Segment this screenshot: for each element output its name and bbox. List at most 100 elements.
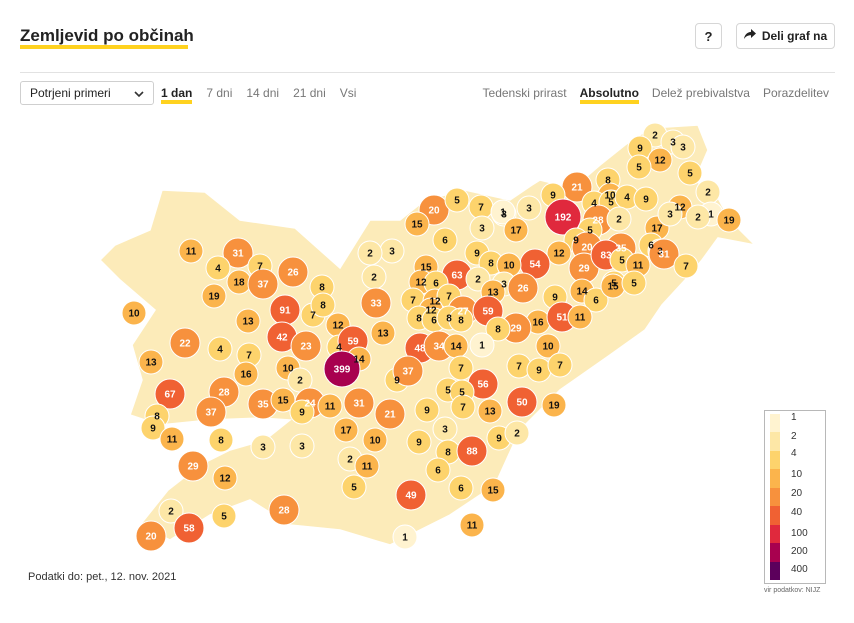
tab-all[interactable]: Vsi xyxy=(339,86,357,100)
municipality-region[interactable] xyxy=(448,307,474,333)
municipality-region[interactable] xyxy=(177,450,209,482)
municipality-region[interactable] xyxy=(121,300,147,326)
municipality-region[interactable] xyxy=(158,498,184,524)
municipality-value-label: 5 xyxy=(619,256,625,267)
municipality-region[interactable] xyxy=(392,524,418,550)
municipality-region[interactable] xyxy=(456,435,488,467)
municipality-region[interactable] xyxy=(247,268,279,300)
municipality-region[interactable] xyxy=(477,398,503,424)
tab-population-share[interactable]: Delež prebivalstva xyxy=(651,86,750,100)
municipality-region[interactable] xyxy=(677,160,703,186)
municipality-region[interactable] xyxy=(289,399,315,425)
municipality-region[interactable] xyxy=(503,217,529,243)
municipality-region[interactable] xyxy=(323,350,361,388)
tab-weekly-growth[interactable]: Tedenski prirast xyxy=(482,86,567,100)
municipality-region[interactable] xyxy=(317,393,343,419)
municipality-region[interactable] xyxy=(205,255,231,281)
tab-21-days[interactable]: 21 dni xyxy=(293,86,326,100)
municipality-region[interactable] xyxy=(374,398,406,430)
municipality-region[interactable] xyxy=(250,434,276,460)
municipality-region[interactable] xyxy=(633,186,659,212)
tab-1-day[interactable]: 1 dan xyxy=(161,86,193,104)
share-button[interactable]: Deli graf na xyxy=(736,23,835,49)
municipality-region[interactable] xyxy=(657,201,683,227)
municipality-region[interactable] xyxy=(406,429,432,455)
municipality-region[interactable] xyxy=(268,494,300,526)
municipality-region[interactable] xyxy=(621,270,647,296)
municipality-region[interactable] xyxy=(392,355,424,387)
municipality-region[interactable] xyxy=(450,394,476,420)
municipality-value-label: 10 xyxy=(369,436,381,447)
municipality-region[interactable] xyxy=(469,215,495,241)
municipality-value-label: 29 xyxy=(187,462,199,473)
municipality-region[interactable] xyxy=(425,457,451,483)
municipality-region[interactable] xyxy=(404,211,430,237)
municipality-region[interactable] xyxy=(212,465,238,491)
municipality-region[interactable] xyxy=(195,396,227,428)
municipality-region[interactable] xyxy=(546,240,572,266)
municipality-value-label: 8 xyxy=(446,314,452,325)
metric-select[interactable]: Potrjeni primeri xyxy=(20,81,154,105)
municipality-region[interactable] xyxy=(673,253,699,279)
municipality-region[interactable] xyxy=(341,474,367,500)
tab-distribution[interactable]: Porazdelitev xyxy=(762,86,829,100)
municipality-region[interactable] xyxy=(207,336,233,362)
municipality-region[interactable] xyxy=(648,238,680,270)
municipality-region[interactable] xyxy=(178,238,204,264)
municipality-region[interactable] xyxy=(444,187,470,213)
municipality-region[interactable] xyxy=(360,287,392,319)
municipality-region[interactable] xyxy=(140,415,166,441)
tab-absolute[interactable]: Absolutno xyxy=(579,86,640,104)
municipality-region[interactable] xyxy=(233,361,259,387)
municipality-region[interactable] xyxy=(138,349,164,375)
municipality-region[interactable] xyxy=(507,272,539,304)
municipality-region[interactable] xyxy=(135,520,167,552)
municipality-region[interactable] xyxy=(626,154,652,180)
municipality-region[interactable] xyxy=(544,198,582,236)
municipality-region[interactable] xyxy=(154,378,186,410)
municipality-region[interactable] xyxy=(469,332,495,358)
municipality-region[interactable] xyxy=(208,427,234,453)
municipality-region[interactable] xyxy=(201,283,227,309)
municipality-region[interactable] xyxy=(173,512,205,544)
help-button[interactable]: ? xyxy=(695,23,722,49)
municipality-region[interactable] xyxy=(289,433,315,459)
municipality-region[interactable] xyxy=(354,453,380,479)
municipality-region[interactable] xyxy=(357,240,383,266)
municipality-region[interactable] xyxy=(159,426,185,452)
municipality-region[interactable] xyxy=(362,427,388,453)
municipality-region[interactable] xyxy=(169,327,201,359)
municipality-region[interactable] xyxy=(395,479,427,511)
municipality-region[interactable] xyxy=(670,134,696,160)
municipality-region[interactable] xyxy=(504,420,530,446)
municipality-region[interactable] xyxy=(432,227,458,253)
municipality-region[interactable] xyxy=(480,477,506,503)
municipality-region[interactable] xyxy=(485,316,511,342)
municipality-region[interactable] xyxy=(459,512,485,538)
tab-14-days[interactable]: 14 dni xyxy=(246,86,280,100)
municipality-region[interactable] xyxy=(290,330,322,362)
municipality-region[interactable] xyxy=(448,475,474,501)
municipality-region[interactable] xyxy=(535,333,561,359)
municipality-region[interactable] xyxy=(211,503,237,529)
municipality-region[interactable] xyxy=(310,292,336,318)
municipality-region[interactable] xyxy=(685,204,711,230)
municipality-region[interactable] xyxy=(414,397,440,423)
municipality-region[interactable] xyxy=(343,387,375,419)
municipality-region[interactable] xyxy=(606,206,632,232)
municipality-region[interactable] xyxy=(277,256,309,288)
municipality-region[interactable] xyxy=(716,207,742,233)
municipality-region[interactable] xyxy=(333,417,359,443)
municipality-region[interactable] xyxy=(490,199,516,225)
municipality-region[interactable] xyxy=(583,287,609,313)
tab-7-days[interactable]: 7 dni xyxy=(206,86,233,100)
municipality-region[interactable] xyxy=(506,386,538,418)
municipality-region[interactable] xyxy=(222,237,254,269)
municipality-region[interactable] xyxy=(541,392,567,418)
municipality-region[interactable] xyxy=(547,352,573,378)
municipality-region[interactable] xyxy=(235,308,261,334)
municipality-region[interactable] xyxy=(516,195,542,221)
municipality-region[interactable] xyxy=(567,304,593,330)
municipality-region[interactable] xyxy=(370,320,396,346)
